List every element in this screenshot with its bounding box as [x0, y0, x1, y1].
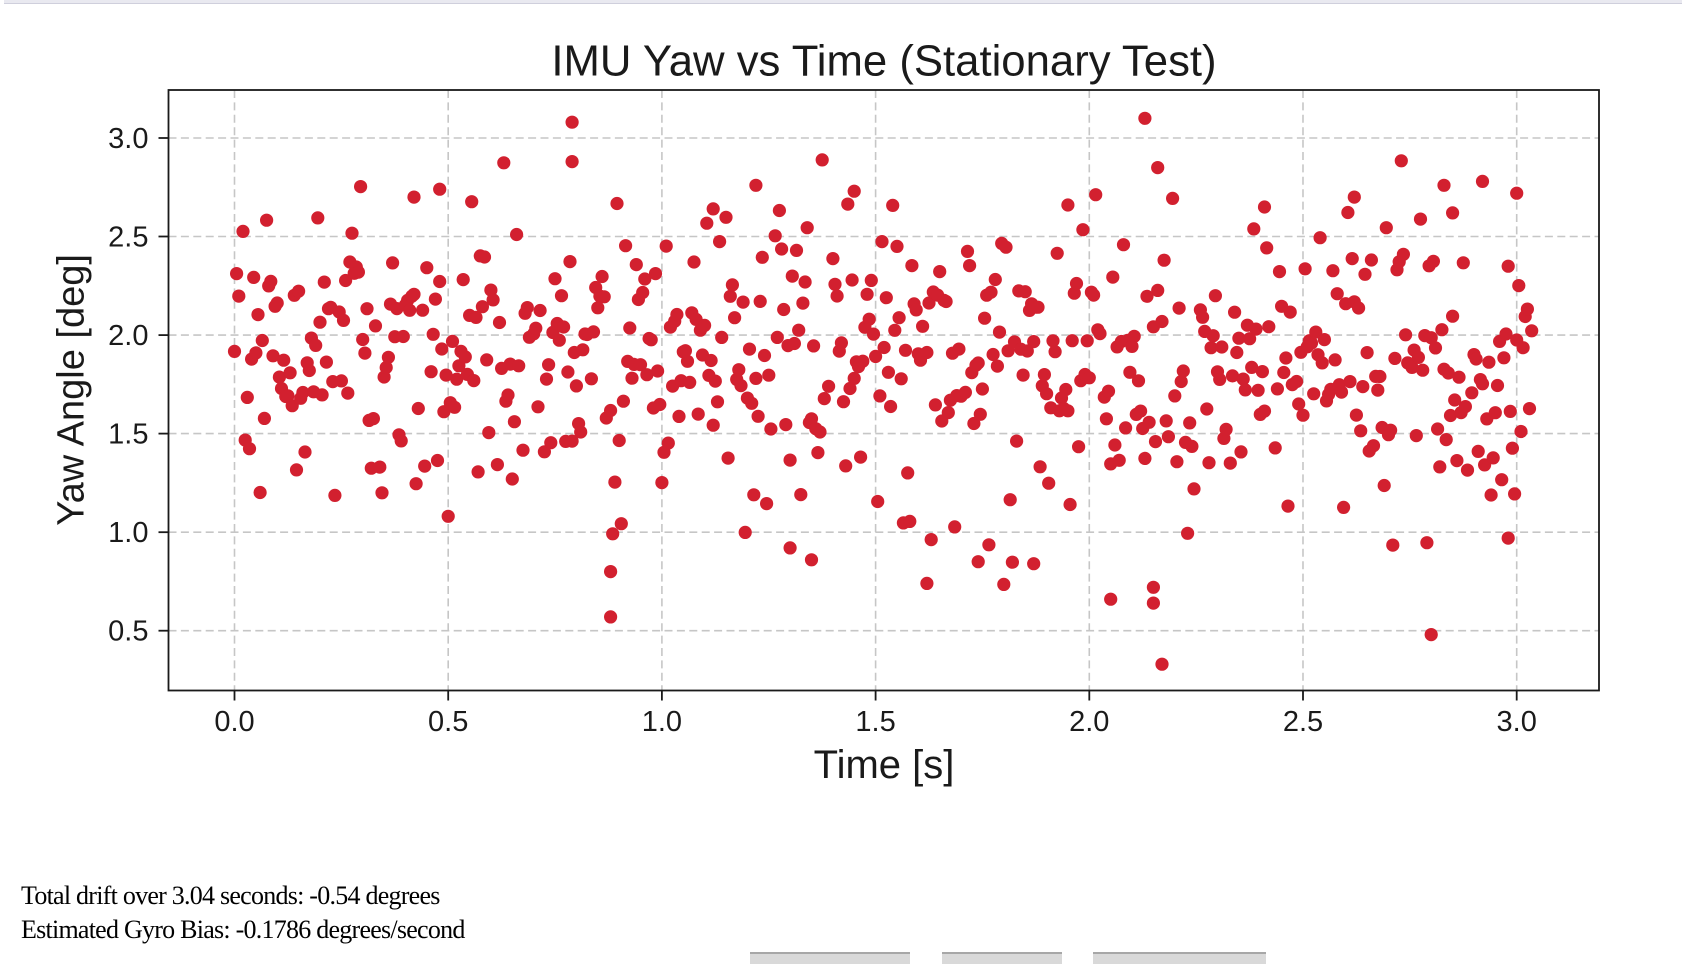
svg-text:0.5: 0.5 — [108, 616, 148, 648]
svg-text:1.0: 1.0 — [642, 706, 682, 738]
svg-text:IMU Yaw vs Time (Stationary Te: IMU Yaw vs Time (Stationary Test) — [551, 37, 1216, 86]
svg-text:3.0: 3.0 — [108, 123, 148, 155]
svg-text:2.5: 2.5 — [1283, 706, 1323, 738]
svg-text:0.0: 0.0 — [214, 706, 254, 738]
svg-text:0.5: 0.5 — [428, 706, 468, 738]
svg-text:3.0: 3.0 — [1497, 706, 1537, 738]
svg-text:1.5: 1.5 — [855, 706, 895, 738]
svg-text:Yaw Angle [deg]: Yaw Angle [deg] — [51, 254, 93, 526]
svg-text:Time [s]: Time [s] — [814, 743, 955, 787]
svg-text:1.5: 1.5 — [108, 419, 148, 451]
svg-text:2.0: 2.0 — [1069, 706, 1109, 738]
svg-text:2.5: 2.5 — [108, 222, 148, 254]
svg-text:2.0: 2.0 — [108, 320, 148, 352]
svg-text:1.0: 1.0 — [108, 517, 148, 549]
